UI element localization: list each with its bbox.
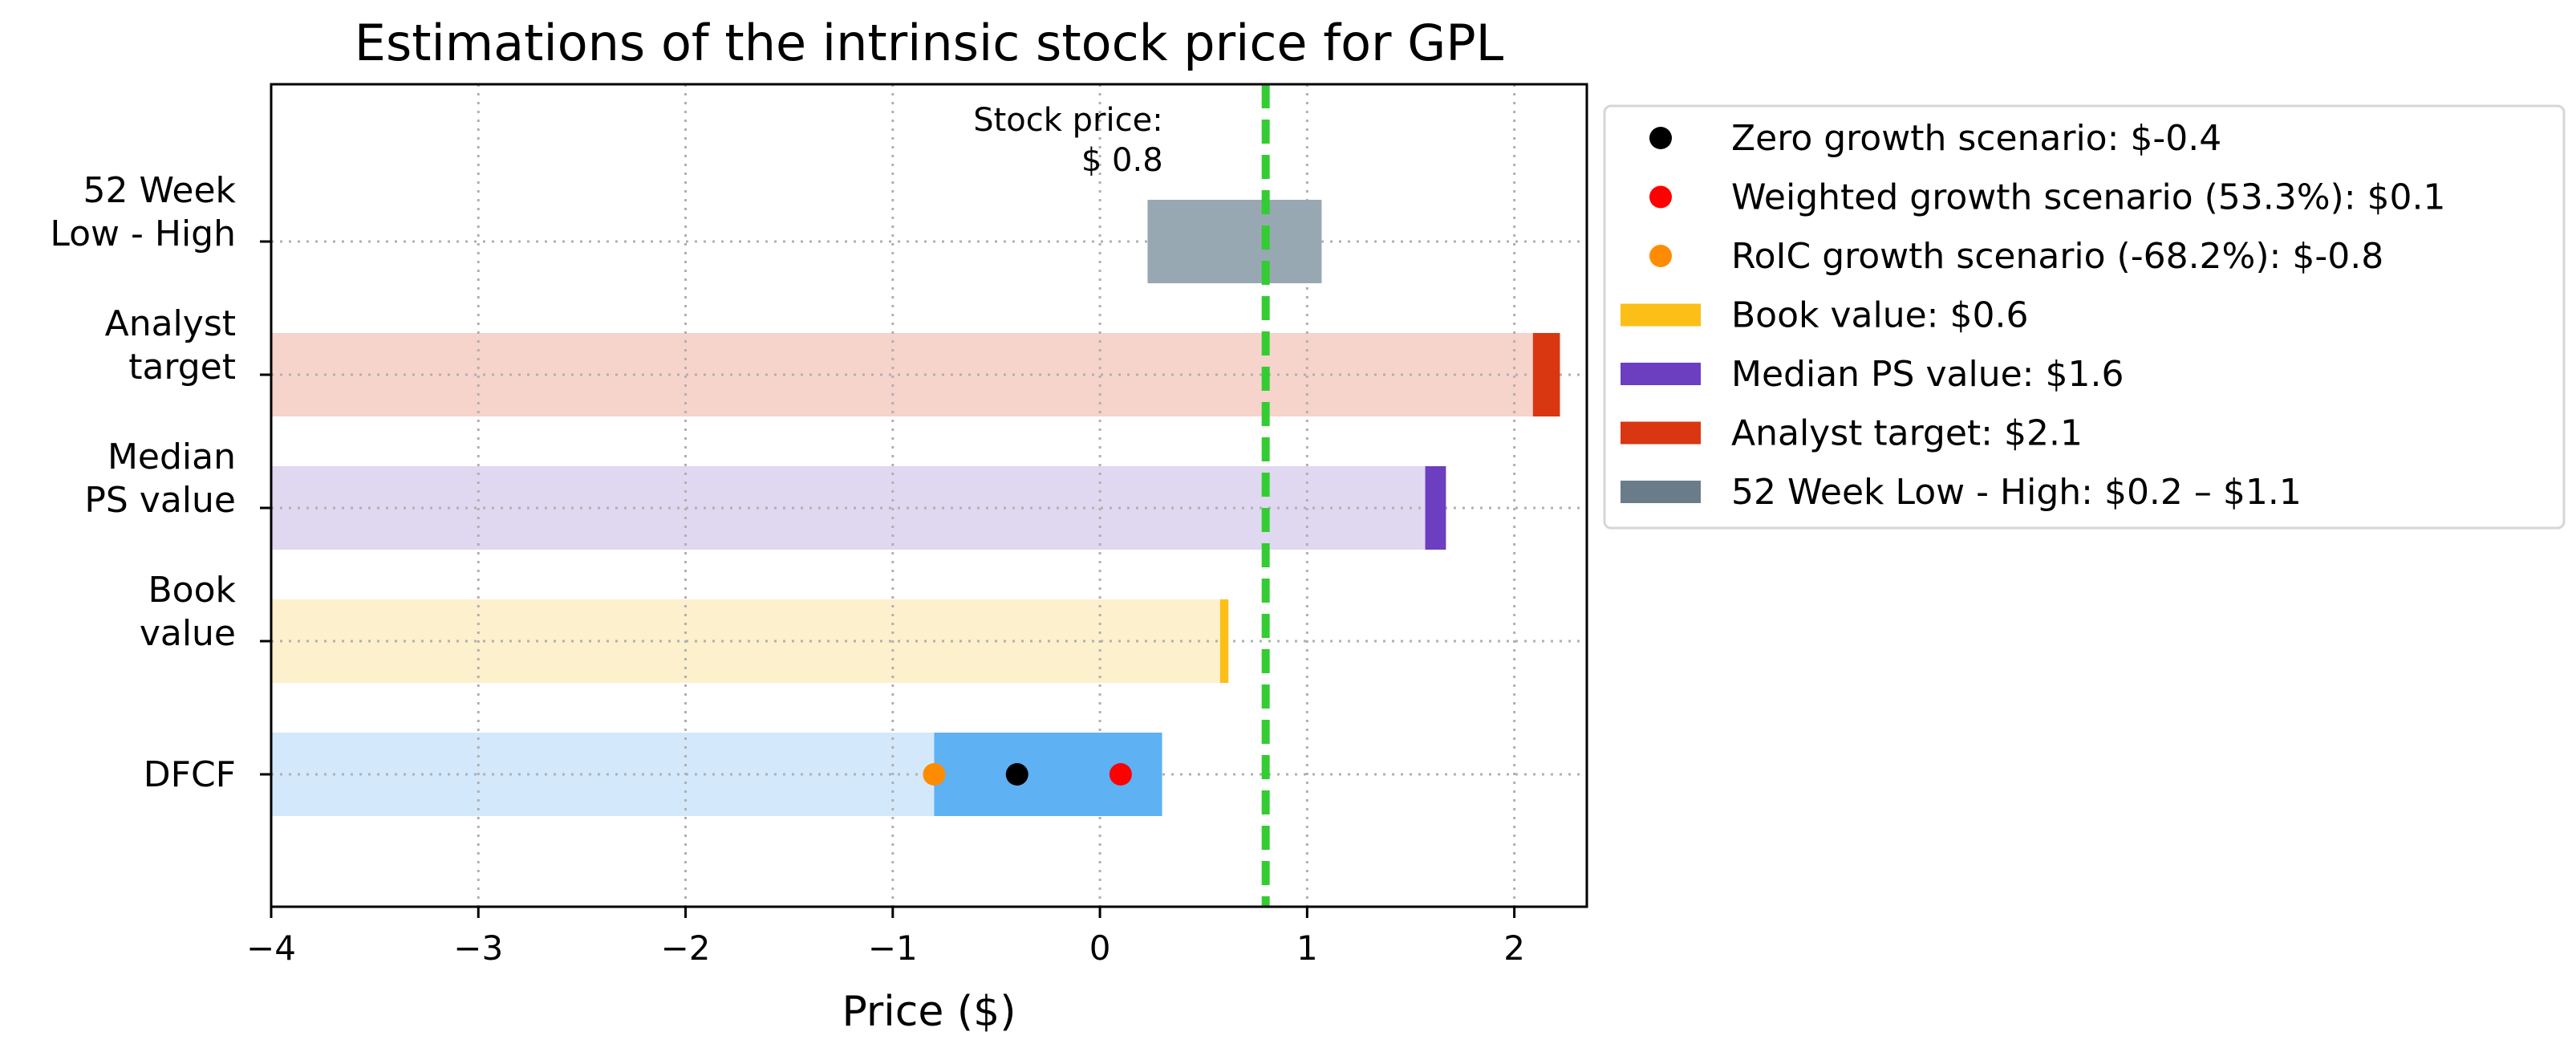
y-category-label: Book [148,570,236,611]
range-bar-3 [1532,333,1560,416]
legend-entry-label: RoIC growth scenario (-68.2%): $-0.8 [1731,236,2383,277]
legend-entry-label: Analyst target: $2.1 [1731,413,2083,454]
y-category-label: Analyst [105,303,236,344]
legend-entry-label: Weighted growth scenario (53.3%): $0.1 [1731,177,2446,218]
y-category-label: Median [108,437,236,477]
legend: Zero growth scenario: $-0.4 Weighted grow… [1603,104,2566,530]
y-category-label: value [140,613,236,654]
x-tick-label: 2 [1503,928,1525,968]
x-tick-label: −1 [868,928,918,968]
scenario-point [1005,763,1028,786]
stock-price-label: Stock price: [973,102,1162,139]
legend-entry-label: 52 Week Low - High: $0.2 – $1.1 [1731,472,2302,513]
y-category-label: target [128,347,236,388]
legend-swatch [1621,363,1701,385]
x-tick-label: −4 [246,928,296,968]
range-bar-2 [1425,466,1446,550]
plot-frame [270,83,1588,908]
scenario-point [923,763,946,786]
stock-price-value-label: $ 0.8 [1081,142,1163,179]
legend-entry-label: Book value: $0.6 [1731,295,2028,336]
range-bar-1 [1219,599,1229,683]
y-category-label: DFCF [144,754,236,795]
legend-marker [1649,127,1672,149]
chart-title: Estimations of the intrinsic stock price… [355,14,1504,72]
x-axis-label: Price ($) [842,988,1016,1036]
legend-swatch [1621,481,1701,503]
legend-entry-label: Median PS value: $1.6 [1731,354,2124,395]
x-tick-label: −2 [661,928,711,968]
legend-marker [1649,245,1672,267]
scenario-point [1109,763,1132,786]
legend-marker [1649,185,1672,209]
legend-frame [1603,104,2566,530]
y-category-label: Low - High [50,213,236,254]
y-category-label: 52 Week [83,170,236,211]
x-tick-label: −3 [453,928,503,968]
y-category-label: PS value [84,480,236,521]
plot-area: Stock price:$ 0.8 −4 −3 −2 −1 0 1 2 DFCF Bookvalu… [50,83,1588,968]
legend-swatch [1621,303,1701,327]
x-tick-label: 1 [1296,928,1318,968]
legend-swatch [1621,421,1701,445]
legend-entry-label: Zero growth scenario: $-0.4 [1731,118,2221,159]
range-bar-4 [1147,200,1322,283]
x-tick-label: 0 [1089,928,1111,968]
